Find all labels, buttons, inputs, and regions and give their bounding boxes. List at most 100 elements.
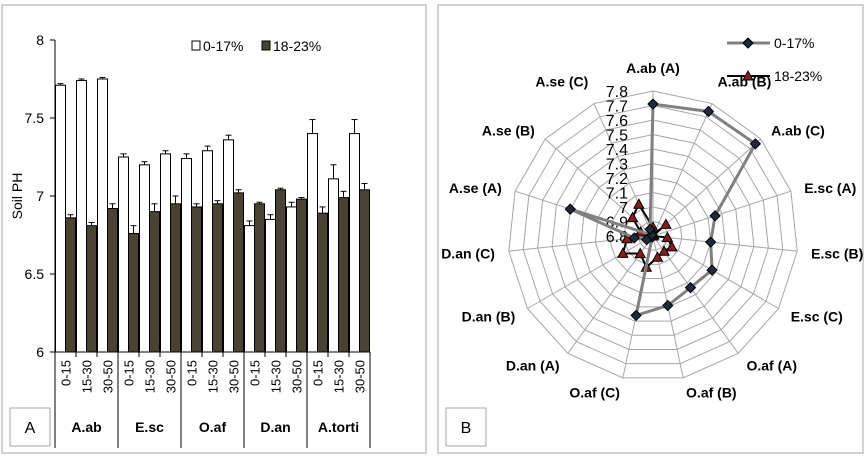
radar-spoke bbox=[593, 103, 654, 237]
bar-18-23 bbox=[275, 189, 286, 353]
x-group-label: E.sc bbox=[135, 419, 164, 435]
bar-18-23 bbox=[107, 207, 118, 353]
radar-point-0-17 bbox=[630, 309, 642, 322]
x-tick-label-depth: 15-30 bbox=[269, 360, 284, 393]
radar-point-18-23 bbox=[626, 211, 639, 223]
radar-category-label: E.sc (A) bbox=[804, 180, 856, 196]
x-tick-label-depth: 15-30 bbox=[80, 360, 95, 393]
radar-tick-label: 7.6 bbox=[606, 113, 628, 130]
radar-category-label: O.af (C) bbox=[569, 385, 620, 401]
radar-category-label: A.ab (C) bbox=[771, 123, 825, 139]
legend-marker-0-17 bbox=[742, 37, 754, 49]
legend-label: 0-17% bbox=[774, 35, 814, 51]
x-group-label: O.af bbox=[199, 419, 227, 435]
radar-spoke bbox=[652, 103, 713, 237]
bar-18-23 bbox=[233, 192, 244, 353]
bar-0-17 bbox=[202, 150, 213, 353]
radar-category-label: E.sc (C) bbox=[791, 309, 843, 325]
radar-grid-ring bbox=[537, 119, 769, 350]
radar-point-18-23 bbox=[658, 245, 670, 256]
panel-a-plot: 6 6.5 7 7.5 8 0-15 15-30 30-50 0-15 15-30 30-50 0-1… bbox=[25, 32, 371, 448]
x-tick-label-depth: 0-15 bbox=[59, 360, 74, 386]
radar-category-label: D.an (C) bbox=[441, 246, 495, 262]
bar-0-17 bbox=[265, 218, 276, 353]
panel-b-label-box bbox=[445, 407, 487, 447]
panel-a-label: A bbox=[25, 420, 36, 437]
radar-point-0-17 bbox=[749, 138, 762, 150]
bar-0-17 bbox=[223, 139, 234, 353]
radar-point-0-17 bbox=[709, 210, 721, 222]
radar-category-label: E.sc (B) bbox=[811, 246, 863, 262]
bar-18-23 bbox=[191, 206, 202, 353]
radar-grid-ring bbox=[508, 90, 798, 379]
x-tick-label-depth: 0-15 bbox=[248, 360, 263, 386]
x-tick-label-depth: 15-30 bbox=[332, 360, 347, 393]
radar-category-label: O.af (A) bbox=[746, 358, 797, 374]
radar-tick-label: 7.7 bbox=[606, 99, 628, 116]
bar-0-17 bbox=[328, 178, 339, 353]
radar-tick-label: 7.8 bbox=[606, 84, 628, 101]
radar-category-label: O.af (B) bbox=[686, 385, 737, 401]
radar-point-0-17 bbox=[704, 236, 717, 248]
panel-b-plot: 6.86.977.17.27.37.47.57.67.77.8A.ab (A)A… bbox=[441, 35, 863, 401]
radar-point-18-23 bbox=[660, 218, 672, 229]
radar-point-0-17 bbox=[644, 223, 656, 236]
x-group-label: A.ab bbox=[71, 419, 101, 435]
bar-0-17 bbox=[181, 158, 192, 353]
radar-category-label: D.an (A) bbox=[506, 358, 560, 374]
radar-tick-label: 7 bbox=[619, 200, 628, 217]
radar-tick-label: 7.1 bbox=[606, 186, 628, 203]
y-tick-label: 6 bbox=[36, 344, 44, 360]
radar-point-18-23 bbox=[617, 247, 629, 258]
legend-swatch bbox=[261, 40, 271, 51]
x-tick-label-depth: 30-50 bbox=[290, 360, 305, 393]
radar-grid-ring bbox=[594, 177, 712, 294]
bar-18-23 bbox=[212, 203, 223, 353]
bar-18-23 bbox=[359, 189, 370, 353]
radar-spoke bbox=[652, 138, 762, 237]
radar-point-0-17 bbox=[662, 299, 674, 312]
y-tick-label: 7.5 bbox=[25, 110, 45, 126]
radar-category-label: A.ab (A) bbox=[626, 60, 680, 76]
radar-category-label: A.se (A) bbox=[449, 180, 502, 196]
radar-point-18-23 bbox=[632, 198, 645, 209]
x-tick-label-depth: 15-30 bbox=[143, 360, 158, 393]
x-tick-label-depth: 0-15 bbox=[185, 360, 200, 386]
bar-18-23 bbox=[170, 203, 181, 353]
bar-18-23 bbox=[338, 197, 349, 353]
bar-18-23 bbox=[149, 211, 160, 353]
legend-label: 18-23% bbox=[774, 68, 822, 84]
panel-a-y-axis-label: Soil PH bbox=[9, 173, 25, 220]
radar-point-18-23 bbox=[661, 231, 674, 243]
legend-swatch bbox=[191, 40, 201, 51]
radar-point-0-17 bbox=[628, 232, 640, 244]
bar-0-17 bbox=[118, 156, 129, 353]
y-tick-label: 7 bbox=[36, 188, 44, 204]
radar-spoke bbox=[527, 235, 654, 309]
radar-point-0-17 bbox=[706, 264, 718, 276]
x-group-label: D.an bbox=[260, 419, 290, 435]
bar-0-17 bbox=[97, 78, 108, 353]
bar-0-17 bbox=[139, 164, 150, 353]
radar-tick-label: 7.5 bbox=[606, 128, 628, 145]
x-tick-label-depth: 30-50 bbox=[353, 360, 368, 393]
panel-b-label: B bbox=[461, 420, 472, 437]
radar-grid-ring bbox=[522, 104, 784, 365]
radar-series-18-23 bbox=[621, 202, 674, 269]
panel-a-label-box bbox=[9, 407, 51, 447]
x-tick-label-depth: 30-50 bbox=[101, 360, 116, 393]
radar-grid-ring bbox=[580, 162, 726, 308]
bar-0-17 bbox=[160, 153, 171, 353]
legend-marker-18-23 bbox=[742, 69, 754, 81]
radar-category-label: A.ab (B) bbox=[718, 74, 772, 90]
x-tick-label-depth: 0-15 bbox=[311, 360, 326, 386]
bar-18-23 bbox=[254, 203, 265, 353]
radar-spoke bbox=[652, 190, 792, 237]
radar-point-0-17 bbox=[647, 98, 659, 110]
radar-point-18-23 bbox=[634, 247, 647, 259]
radar-grid-ring bbox=[551, 133, 755, 336]
bar-0-17 bbox=[349, 133, 360, 353]
x-tick-label-depth: 0-15 bbox=[122, 360, 137, 386]
radar-point-0-17 bbox=[684, 281, 697, 294]
